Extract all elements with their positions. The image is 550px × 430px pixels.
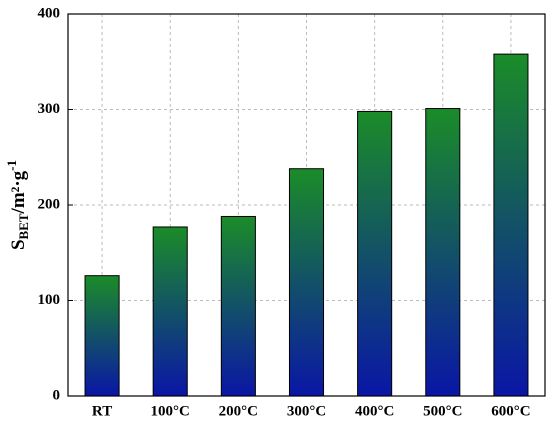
bar bbox=[288, 168, 325, 397]
bar bbox=[493, 53, 529, 397]
x-tick-label: 500°C bbox=[423, 403, 462, 419]
y-label-subscript: BET bbox=[16, 213, 31, 239]
x-tick-label: 200°C bbox=[219, 403, 258, 419]
y-tick-label: 300 bbox=[38, 101, 61, 117]
y-label-main: S bbox=[8, 239, 29, 250]
bar bbox=[84, 275, 120, 397]
y-tick-label: 100 bbox=[38, 292, 61, 308]
y-tick-label: 200 bbox=[38, 196, 61, 212]
y-axis-label: SBET/m²·g-1 bbox=[4, 160, 31, 250]
y-tick-label: 400 bbox=[38, 5, 61, 21]
x-tick-label: 600°C bbox=[491, 403, 530, 419]
y-label-unit: /m²·g bbox=[8, 170, 29, 214]
bar bbox=[220, 215, 256, 397]
x-tick-label: 300°C bbox=[287, 403, 326, 419]
bar bbox=[425, 108, 461, 397]
y-label-superscript: -1 bbox=[4, 160, 19, 171]
y-tick-label: 0 bbox=[53, 387, 61, 403]
bar bbox=[152, 226, 188, 397]
bar bbox=[357, 110, 393, 397]
x-tick-label: 100°C bbox=[151, 403, 190, 419]
plot-frame bbox=[67, 13, 546, 397]
x-tick-label: 400°C bbox=[355, 403, 394, 419]
x-tick-label: RT bbox=[92, 403, 112, 419]
